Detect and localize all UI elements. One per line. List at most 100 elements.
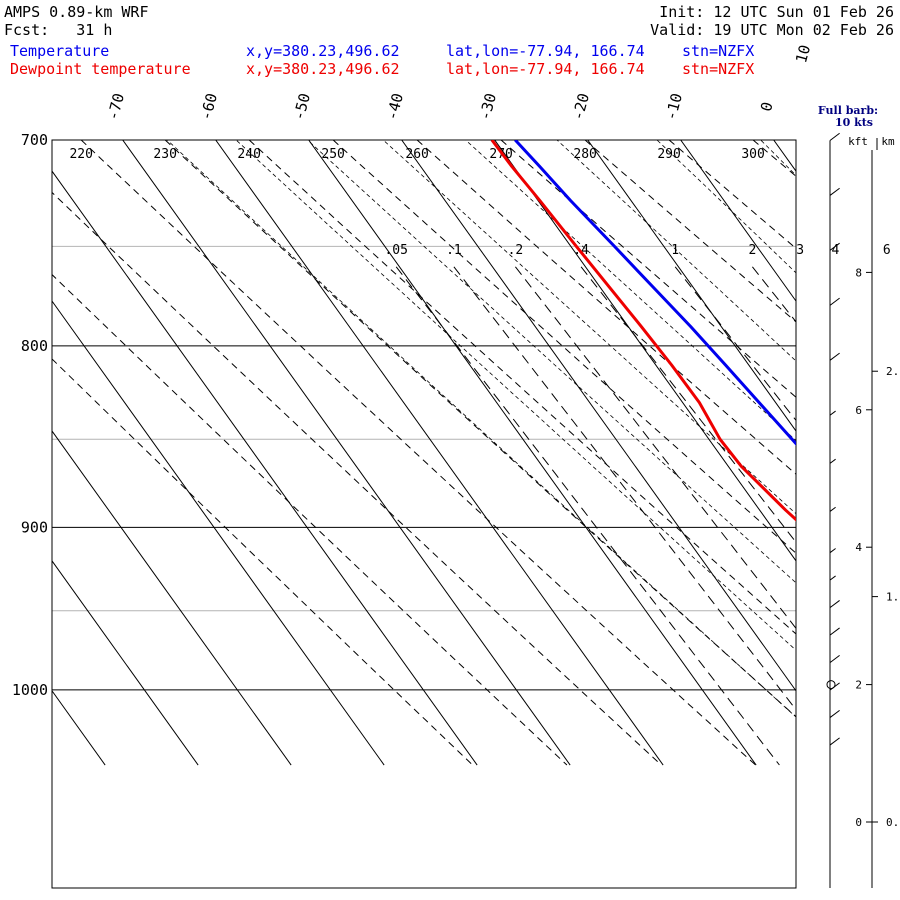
wind-barb-flag [829, 627, 840, 636]
dry-adiabat [500, 140, 796, 398]
full-barb-label: Full barb: [818, 104, 878, 117]
wind-barb-flag [829, 352, 840, 361]
wind-barb [829, 575, 836, 603]
plot-frame [51, 139, 797, 889]
moist-adiabat [656, 140, 796, 274]
km-tick-label: 1. [886, 591, 899, 604]
wind-barb [829, 458, 836, 486]
temperature-tick-label: -10 [662, 91, 686, 122]
isotherm-line [52, 430, 292, 766]
mixing-ratio-label: 6 [883, 243, 891, 258]
wind-barb-flag [829, 132, 840, 141]
wind-barb [829, 682, 840, 713]
dry-adiabat [80, 140, 756, 766]
kft-tick-label: 4 [855, 541, 862, 554]
wind-barb [829, 410, 836, 438]
sounding-profiles [490, 140, 796, 522]
dewpoint-profile-line [490, 140, 796, 522]
mixing-ratio-line [835, 267, 900, 765]
mixing-ratio-label: 2 [748, 243, 756, 258]
theta-label: 230 [153, 147, 176, 162]
isotherm-line [122, 140, 571, 766]
grid-point-xy-dew: x,y=380.23,496.62 [246, 60, 400, 78]
theta-label: 300 [741, 147, 764, 162]
kft-tick-label: 2 [855, 679, 862, 692]
forecast-hour: Fcst: 31 h [4, 21, 113, 39]
wind-barb [829, 627, 840, 658]
km-unit-label: km [881, 135, 895, 148]
wind-barb-flag [829, 575, 836, 581]
theta-label: 290 [657, 147, 680, 162]
pressure-axis: 700 800 900 1000 [12, 131, 48, 699]
wind-barb [829, 132, 840, 163]
isotherm-line [52, 300, 385, 766]
kft-tick-label: 6 [855, 404, 862, 417]
mixing-ratio-label: 1 [671, 243, 679, 258]
wind-barb [829, 737, 840, 768]
mixing-ratio-line [887, 267, 900, 765]
isotherm-line [52, 170, 478, 766]
km-tick-label: 0. [886, 816, 899, 829]
mixing-ratio-label: .05 [384, 243, 407, 258]
mixing-ratio-line [580, 266, 796, 544]
wind-barb-flag [829, 709, 840, 718]
kft-unit-label: kft [848, 135, 868, 148]
legend-dewpoint: Dewpoint temperature [10, 60, 191, 78]
moist-adiabat [166, 140, 796, 718]
temperature-tick-label: -60 [197, 91, 221, 122]
station-temp: stn=NZFX [682, 42, 755, 60]
dry-adiabat [416, 140, 796, 475]
calm-wind-circle [826, 680, 836, 690]
wind-barb-flag [829, 600, 840, 609]
station-dew: stn=NZFX [682, 60, 755, 78]
init-time: Init: 12 UTC Sun 01 Feb 26 [659, 3, 894, 21]
wind-barb-flag [829, 655, 840, 663]
wind-barb-flag [829, 187, 840, 196]
wind-barb-flag [829, 242, 840, 251]
theta-label: 280 [573, 147, 596, 162]
full-barb-value: 10 kts [835, 116, 873, 129]
isotherm-line [680, 140, 796, 302]
wind-barb [829, 242, 840, 273]
mixing-ratio-line [395, 266, 780, 766]
wind-barb [829, 548, 836, 575]
dry-adiabat [584, 140, 796, 323]
pressure-tick-label: 800 [21, 337, 48, 355]
model-title: AMPS 0.89-km WRF [4, 3, 149, 21]
wind-barb [829, 187, 840, 218]
dry-adiabat [52, 358, 473, 766]
temperature-axis: -70 -60 -50 -40 -30 -20 -10 0 [104, 91, 777, 122]
dry-adiabat [52, 191, 662, 766]
latlon-temp: lat,lon=-77.94, 166.74 [446, 42, 645, 60]
wind-barb-flag [829, 410, 836, 416]
wind-barb [829, 297, 840, 328]
dry-adiabat [668, 140, 796, 250]
isotherm-line [401, 140, 796, 692]
wind-barb [829, 506, 836, 534]
pressure-tick-label: 700 [21, 131, 48, 149]
isotherm-line [587, 140, 796, 432]
moist-adiabat [861, 140, 900, 765]
moist-adiabat [556, 140, 796, 362]
dry-adiabat [52, 273, 568, 766]
pressure-tick-label: 900 [21, 518, 48, 536]
grid-point-xy-temp: x,y=380.23,496.62 [246, 42, 400, 60]
dry-adiabat [248, 140, 796, 635]
theta-label: 220 [69, 147, 92, 162]
wind-barb-panel: Full barb:10 kts kft km 8 6 4 2 0 2. 1. 0. [818, 104, 899, 888]
wind-barb [829, 709, 840, 740]
temperature-tick-label: -70 [104, 91, 128, 122]
km-tick-label: 2. [886, 365, 899, 378]
isotherm-line [52, 689, 106, 766]
mixing-ratio-line [515, 266, 796, 630]
mixing-ratio-line [453, 266, 796, 711]
valid-time: Valid: 19 UTC Mon 02 Feb 26 [650, 21, 894, 39]
moist-adiabat [382, 140, 796, 515]
grid-lines [52, 140, 900, 766]
wind-barb-flag [829, 458, 836, 464]
isotherm-line [215, 140, 664, 766]
isotherm-10-label: 10 [792, 43, 814, 65]
mixing-ratio-line [800, 267, 900, 765]
